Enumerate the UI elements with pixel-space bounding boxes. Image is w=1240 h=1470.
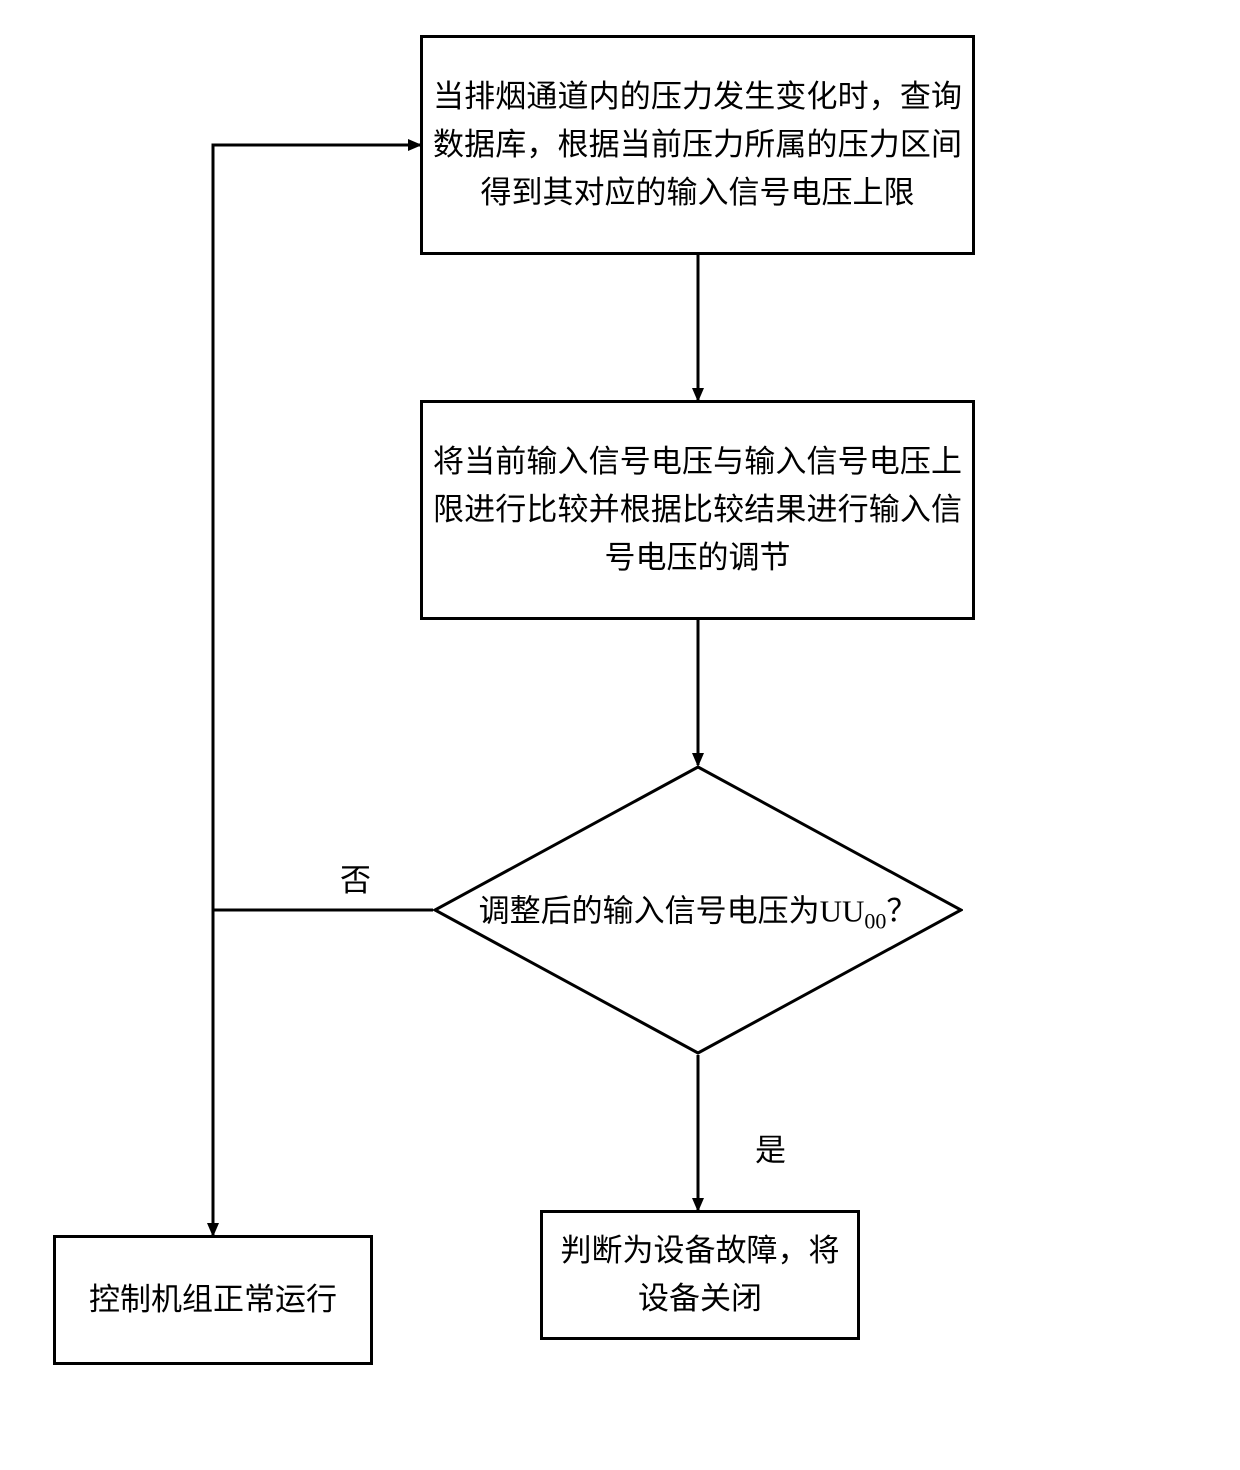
node-normal: 控制机组正常运行 [53, 1235, 373, 1365]
node-step1-text: 当排烟通道内的压力发生变化时，查询数据库，根据当前压力所属的压力区间得到其对应的… [423, 73, 972, 217]
flowchart-canvas: 当排烟通道内的压力发生变化时，查询数据库，根据当前压力所属的压力区间得到其对应的… [0, 0, 1240, 1470]
edge-e5 [213, 145, 420, 1235]
edge-label-no: 否 [340, 855, 371, 900]
edge-e4 [213, 910, 433, 1235]
node-normal-text: 控制机组正常运行 [79, 1276, 347, 1324]
node-fault-text: 判断为设备故障，将设备关闭 [543, 1227, 857, 1323]
node-fault: 判断为设备故障，将设备关闭 [540, 1210, 860, 1340]
node-decision: 调整后的输入信号电压为UU00？ [433, 765, 963, 1055]
node-step1: 当排烟通道内的压力发生变化时，查询数据库，根据当前压力所属的压力区间得到其对应的… [420, 35, 975, 255]
node-step2-text: 将当前输入信号电压与输入信号电压上限进行比较并根据比较结果进行输入信号电压的调节 [423, 438, 972, 582]
node-decision-text: 调整后的输入信号电压为UU00？ [433, 885, 963, 934]
edge-label-yes: 是 [755, 1125, 786, 1170]
node-step2: 将当前输入信号电压与输入信号电压上限进行比较并根据比较结果进行输入信号电压的调节 [420, 400, 975, 620]
